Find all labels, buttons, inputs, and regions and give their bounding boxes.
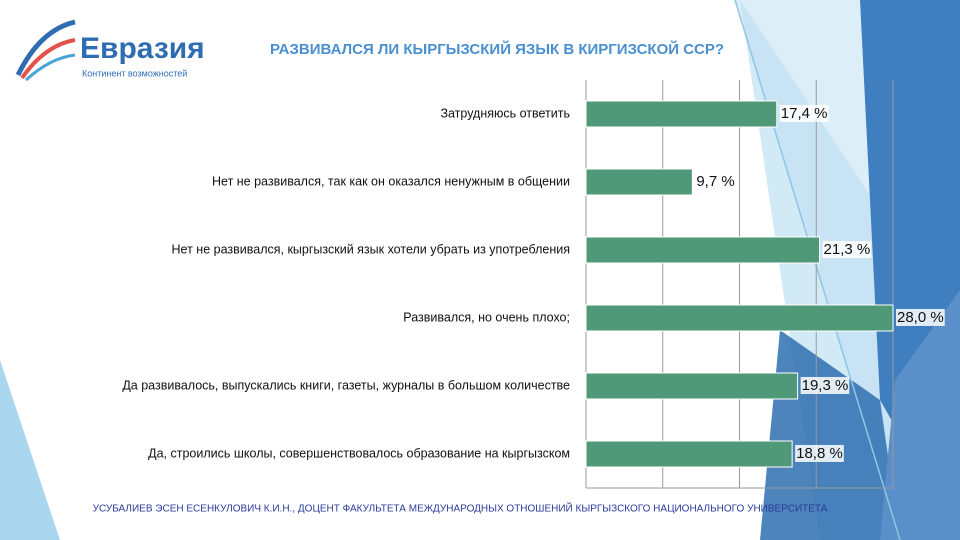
value-label-bg [779, 104, 829, 122]
category-label: Развивался, но очень плохо; [403, 310, 570, 324]
category-label: Да, строились школы, совершенствовалось … [148, 446, 570, 460]
value-label-bg [822, 240, 872, 258]
value-label: 19,3 % [802, 377, 849, 394]
bar [585, 168, 693, 196]
footer: УСУБАЛИЕВ ЭСЕН ЕСЕНКУЛОВИЧ К.И.Н., ДОЦЕН… [93, 502, 828, 515]
value-label: 28,0 % [897, 309, 944, 326]
category-label: Да развивалось, выпускались книги, газет… [122, 378, 570, 392]
plot: Затрудняюсь ответить 17,4 % Нет не развива… [122, 80, 945, 489]
category-label: Нет не развивался, так как он оказался н… [212, 174, 570, 188]
value-label-bg [695, 172, 736, 190]
bar [585, 372, 799, 400]
value-label-bg [795, 444, 844, 462]
bar [585, 304, 894, 332]
value-label-bg [800, 376, 850, 394]
logo-name: Евразия [80, 32, 205, 65]
value-label: 21,3 % [824, 241, 871, 258]
bar [585, 440, 793, 468]
bar [585, 236, 821, 264]
value-label-bg [896, 308, 945, 326]
category-label: Нет не развивался, кыргызский язык хотел… [172, 242, 570, 256]
logo-tagline: Континент возможностей [82, 68, 187, 78]
value-label: 9,7 % [696, 173, 734, 190]
value-label: 17,4 % [781, 105, 828, 122]
value-label: 18,8 % [796, 445, 843, 462]
category-label: Затрудняюсь ответить [440, 106, 570, 120]
bar [585, 100, 778, 128]
logo: Евразия Континент возможностей [15, 19, 205, 82]
chart-title: РАЗВИВАЛСЯ ЛИ КЫРГЫЗСКИЙ ЯЗЫК В КИРГИЗСК… [270, 40, 724, 58]
